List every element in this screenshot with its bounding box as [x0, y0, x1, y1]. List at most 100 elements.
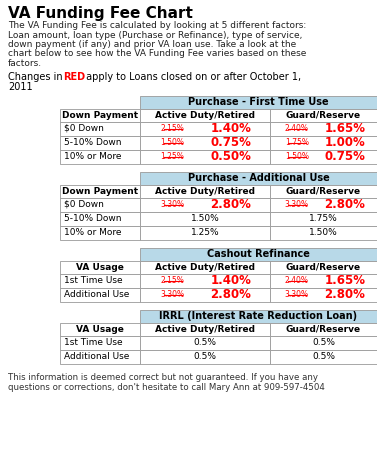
Text: 1.25%: 1.25%: [161, 152, 184, 161]
Text: Guard/Reserve: Guard/Reserve: [286, 111, 361, 119]
Text: VA Funding Fee Chart: VA Funding Fee Chart: [8, 6, 193, 21]
Bar: [270, 288, 377, 301]
Bar: [60, 150, 140, 163]
Bar: [140, 225, 270, 239]
Text: 0.50%: 0.50%: [211, 150, 251, 163]
Bar: [270, 323, 377, 336]
Text: factors.: factors.: [8, 59, 42, 68]
Bar: [270, 261, 377, 274]
Text: 0.5%: 0.5%: [312, 352, 335, 361]
Text: Purchase - First Time Use: Purchase - First Time Use: [188, 97, 329, 107]
Bar: [270, 108, 377, 121]
Bar: [60, 261, 140, 274]
Text: 1.50%: 1.50%: [161, 138, 184, 147]
Text: 0.75%: 0.75%: [211, 136, 251, 149]
Text: 3.30%: 3.30%: [285, 200, 309, 209]
Bar: [60, 323, 140, 336]
Text: down payment (if any) and prior VA loan use. Take a look at the: down payment (if any) and prior VA loan …: [8, 40, 296, 49]
Text: 2.80%: 2.80%: [325, 198, 365, 211]
Bar: [60, 336, 140, 350]
Bar: [270, 212, 377, 225]
Text: 1st Time Use: 1st Time Use: [64, 276, 123, 285]
Text: apply to Loans closed on or after October 1,: apply to Loans closed on or after Octobe…: [83, 73, 301, 82]
Text: 1.75%: 1.75%: [285, 138, 309, 147]
Text: 2011: 2011: [8, 82, 33, 93]
Bar: [140, 212, 270, 225]
Bar: [60, 350, 140, 363]
Bar: [60, 121, 140, 136]
Text: 5-10% Down: 5-10% Down: [64, 214, 121, 223]
Text: $0 Down: $0 Down: [64, 200, 104, 209]
Bar: [60, 212, 140, 225]
Text: 2.80%: 2.80%: [325, 288, 365, 301]
Text: 0.5%: 0.5%: [312, 338, 335, 347]
Bar: [270, 121, 377, 136]
Bar: [270, 184, 377, 198]
Bar: [140, 274, 270, 288]
Text: 1.75%: 1.75%: [309, 214, 338, 223]
Bar: [60, 198, 140, 212]
Text: Purchase - Additional Use: Purchase - Additional Use: [188, 173, 329, 183]
Text: 1.50%: 1.50%: [309, 228, 338, 237]
Bar: [140, 184, 270, 198]
Bar: [60, 274, 140, 288]
Bar: [60, 288, 140, 301]
Text: VA Usage: VA Usage: [76, 325, 124, 333]
Text: 10% or More: 10% or More: [64, 152, 121, 161]
Text: 0.5%: 0.5%: [193, 352, 216, 361]
Bar: [60, 108, 140, 121]
Text: Guard/Reserve: Guard/Reserve: [286, 187, 361, 195]
Text: Down Payment: Down Payment: [62, 111, 138, 119]
Text: 3.30%: 3.30%: [161, 290, 185, 299]
Bar: [140, 350, 270, 363]
Text: Cashout Refinance: Cashout Refinance: [207, 249, 310, 259]
Bar: [140, 248, 377, 261]
Text: IRRL (Interest Rate Reduction Loan): IRRL (Interest Rate Reduction Loan): [159, 311, 357, 321]
Text: This information is deemed correct but not guaranteed. If you have any: This information is deemed correct but n…: [8, 374, 318, 382]
Text: Additional Use: Additional Use: [64, 290, 129, 299]
Text: 1.40%: 1.40%: [211, 274, 251, 287]
Text: Additional Use: Additional Use: [64, 352, 129, 361]
Text: 10% or More: 10% or More: [64, 228, 121, 237]
Text: 3.30%: 3.30%: [285, 290, 309, 299]
Text: $0 Down: $0 Down: [64, 124, 104, 133]
Bar: [270, 350, 377, 363]
Bar: [140, 288, 270, 301]
Bar: [140, 323, 270, 336]
Bar: [60, 225, 140, 239]
Text: Changes in: Changes in: [8, 73, 66, 82]
Text: 2.80%: 2.80%: [211, 288, 251, 301]
Text: 3.30%: 3.30%: [161, 200, 185, 209]
Text: The VA Funding Fee is calculated by looking at 5 different factors:: The VA Funding Fee is calculated by look…: [8, 21, 306, 30]
Bar: [270, 136, 377, 150]
Text: 1.65%: 1.65%: [324, 122, 365, 135]
Text: Guard/Reserve: Guard/Reserve: [286, 325, 361, 333]
Bar: [270, 336, 377, 350]
Text: 2.80%: 2.80%: [211, 198, 251, 211]
Bar: [60, 136, 140, 150]
Bar: [270, 274, 377, 288]
Text: Active Duty/Retired: Active Duty/Retired: [155, 263, 255, 271]
Text: 1.50%: 1.50%: [285, 152, 309, 161]
Bar: [270, 150, 377, 163]
Text: VA Usage: VA Usage: [76, 263, 124, 271]
Bar: [140, 150, 270, 163]
Text: 1.25%: 1.25%: [191, 228, 219, 237]
Text: 2.15%: 2.15%: [161, 124, 184, 133]
Text: 1st Time Use: 1st Time Use: [64, 338, 123, 347]
Bar: [140, 121, 270, 136]
Text: 2.40%: 2.40%: [285, 276, 309, 285]
Text: 1.40%: 1.40%: [211, 122, 251, 135]
Text: 0.5%: 0.5%: [193, 338, 216, 347]
Bar: [140, 336, 270, 350]
Text: Guard/Reserve: Guard/Reserve: [286, 263, 361, 271]
Text: Active Duty/Retired: Active Duty/Retired: [155, 187, 255, 195]
Bar: [140, 198, 270, 212]
Text: 2.15%: 2.15%: [161, 276, 184, 285]
Bar: [140, 136, 270, 150]
Bar: [60, 184, 140, 198]
Bar: [140, 171, 377, 184]
Bar: [140, 95, 377, 108]
Text: Active Duty/Retired: Active Duty/Retired: [155, 325, 255, 333]
Text: 0.75%: 0.75%: [325, 150, 365, 163]
